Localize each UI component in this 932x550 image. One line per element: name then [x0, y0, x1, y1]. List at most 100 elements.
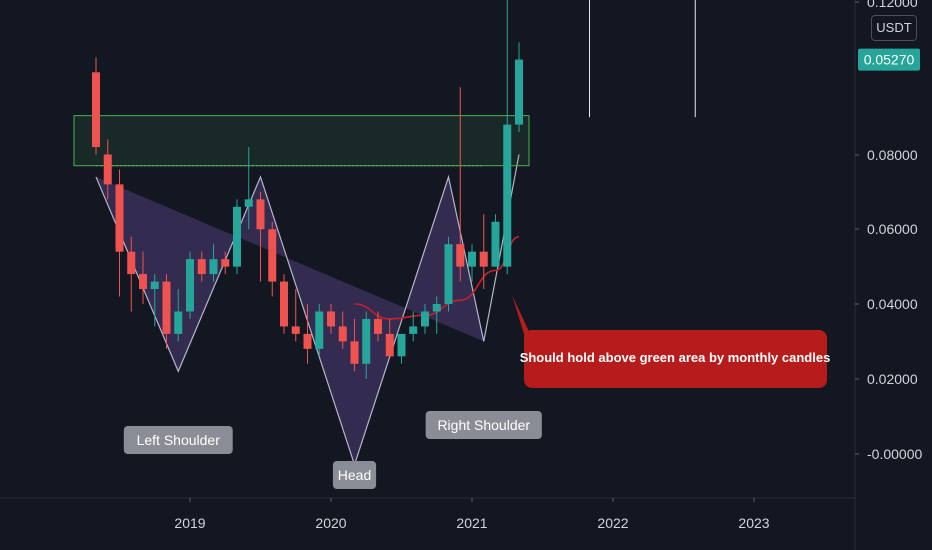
candle	[350, 318, 359, 372]
candle	[327, 304, 335, 334]
candle	[127, 236, 136, 312]
candle-body	[491, 221, 500, 267]
candle-body	[432, 304, 441, 312]
candle-body	[186, 259, 194, 312]
callout: Should hold above green area by monthly …	[512, 295, 830, 388]
candle	[115, 169, 124, 297]
pattern-label-box-2	[332, 461, 377, 489]
pattern-label-2: Head	[338, 467, 371, 483]
candle-body	[115, 184, 124, 252]
candle	[432, 296, 441, 334]
y-tick-label: -0.00000	[867, 446, 922, 462]
candle	[444, 236, 453, 312]
y-tick-label: 0.12000	[867, 0, 918, 10]
candle	[197, 251, 206, 282]
currency-badge[interactable]: USDT	[871, 15, 917, 41]
pattern-label-box-3	[425, 411, 542, 439]
candle-body	[221, 259, 230, 267]
candle	[256, 191, 265, 282]
candle-body	[456, 244, 465, 267]
plot-area: 0.02474 (55.02%) 24740.05370 (117.91%) 5…	[73, 0, 696, 467]
candle-body	[197, 259, 206, 275]
candle	[468, 244, 476, 282]
candle-body	[209, 259, 218, 275]
candle	[409, 311, 418, 342]
candle	[291, 289, 300, 342]
candle	[515, 42, 523, 133]
candle	[92, 57, 100, 155]
candle-body	[139, 274, 147, 290]
support-zone	[73, 115, 530, 167]
candle-body	[92, 72, 100, 148]
candle	[186, 251, 194, 319]
candle	[244, 147, 253, 230]
candle-body	[374, 318, 382, 334]
candle-body	[268, 229, 277, 282]
candle-body	[174, 311, 183, 334]
moving-average-line	[354, 235, 520, 320]
candle	[150, 274, 159, 327]
candle	[268, 221, 277, 297]
candle	[315, 304, 324, 357]
candle-body	[409, 326, 418, 334]
x-tick-label: 2020	[315, 515, 346, 531]
x-tick-label: 2022	[597, 515, 628, 531]
candle-body	[503, 124, 512, 267]
candle	[456, 87, 465, 282]
current-price-tag	[858, 48, 920, 71]
candle	[503, 0, 512, 275]
candle-body	[303, 333, 312, 349]
candle	[139, 251, 147, 304]
callout-text: Should hold above green area by monthly …	[520, 350, 831, 365]
callout-box	[524, 330, 827, 388]
candle	[362, 311, 371, 379]
x-tick-label: 2023	[738, 515, 769, 531]
candle-body	[444, 244, 453, 304]
candle	[397, 333, 406, 364]
candle	[374, 311, 382, 342]
candle	[491, 214, 500, 267]
candle-body	[103, 154, 112, 185]
candle-body	[338, 326, 347, 342]
candle	[303, 304, 312, 364]
candle-body	[468, 251, 476, 267]
pattern-fill	[96, 176, 484, 465]
candle	[338, 311, 347, 349]
candle-body	[280, 281, 288, 327]
candle-body	[515, 59, 523, 125]
candle-body	[362, 318, 371, 364]
candle-body	[327, 311, 335, 327]
candle	[209, 244, 218, 282]
candle	[103, 139, 112, 200]
candle-body	[479, 251, 488, 267]
candle-body	[256, 199, 265, 230]
candle-body	[150, 281, 159, 290]
pattern-label-3: Right Shoulder	[437, 417, 530, 433]
pattern-label-box-1	[123, 426, 233, 454]
candle-body	[233, 206, 241, 267]
candle	[174, 289, 183, 342]
candle-body	[315, 311, 324, 349]
current-price-label: 0.05270	[864, 52, 915, 68]
y-tick-label: 0.08000	[867, 147, 918, 163]
x-tick-label: 2019	[174, 515, 205, 531]
candle	[221, 251, 230, 275]
candle-body	[350, 341, 359, 364]
candle	[479, 214, 488, 290]
y-tick-label: 0.02000	[867, 371, 918, 387]
y-tick-label: 0.06000	[867, 221, 918, 237]
candle-body	[291, 326, 300, 334]
candle	[421, 304, 429, 334]
x-tick-label: 2021	[456, 515, 487, 531]
candle-body	[385, 333, 394, 357]
candle-body	[244, 199, 253, 207]
y-tick-label: 0.04000	[867, 296, 918, 312]
candle	[233, 199, 241, 275]
candle	[162, 274, 171, 349]
candle-body	[421, 311, 429, 327]
candle	[385, 318, 394, 357]
candle-body	[397, 333, 406, 357]
candle-body	[127, 251, 136, 275]
